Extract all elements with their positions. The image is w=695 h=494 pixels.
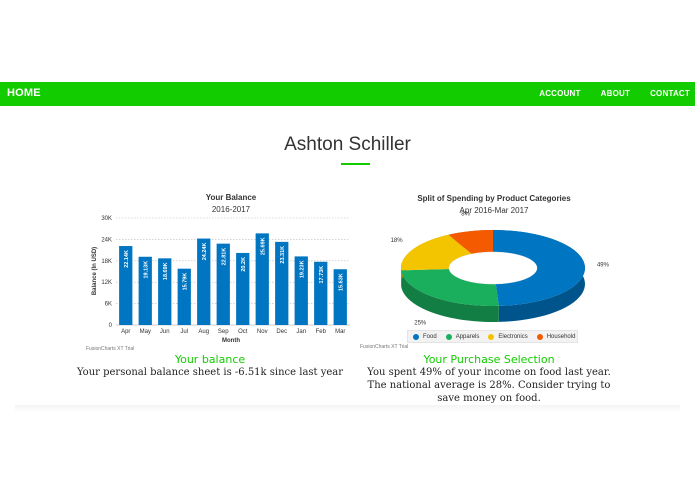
bar[interactable] (236, 252, 250, 325)
balance-chart-credit: FusionCharts XT Trial (86, 346, 134, 352)
legend-item-electronics[interactable]: Electronics (488, 333, 528, 340)
bar-value-label: 17.73K (319, 266, 325, 284)
legend-swatch-food (413, 333, 419, 340)
bar[interactable] (158, 258, 172, 325)
nav-contact-link[interactable]: CONTACT (650, 89, 690, 98)
bar[interactable] (119, 246, 133, 325)
slice-percent-label: 18% (391, 238, 404, 244)
x-tick-label: Mar (335, 329, 345, 335)
bar[interactable] (333, 269, 347, 325)
bar[interactable] (216, 243, 230, 325)
slice-food[interactable] (493, 230, 585, 306)
content-bottom-shadow (15, 405, 680, 413)
legend-swatch-electronics (488, 333, 495, 340)
bar[interactable] (138, 256, 152, 325)
x-tick-label: Jun (160, 329, 170, 335)
slice-household[interactable] (448, 230, 493, 254)
legend-item-household[interactable]: Household (536, 333, 576, 340)
bar-value-label: 23.31K (280, 246, 286, 264)
title-underline (341, 163, 370, 165)
x-tick-label: Aug (198, 329, 209, 335)
nav-account-link[interactable]: ACCOUNT (539, 89, 581, 98)
bar[interactable] (255, 233, 269, 325)
spending-chart-credit: FusionCharts XT Trial (360, 344, 408, 350)
bar-value-label: 15.63K (338, 273, 344, 291)
donut-hole (448, 251, 538, 285)
bar-value-label: 19.23K (299, 260, 305, 278)
bar-value-label: 20.2K (241, 257, 247, 272)
x-tick-label: Sep (218, 329, 229, 335)
bar[interactable] (294, 256, 308, 325)
slice-percent-label: 25% (414, 321, 427, 327)
spending-legend: Food Apparels Electronics Household (407, 330, 578, 343)
x-tick-label: Nov (257, 329, 268, 335)
legend-label-electronics: Electronics (498, 333, 528, 340)
legend-label-apparels: Apparels (455, 333, 480, 340)
x-tick-label: Feb (316, 329, 327, 335)
spending-chart-subtitle: Apr 2016-Mar 2017 (460, 206, 529, 215)
x-tick-label: Oct (238, 329, 248, 335)
balance-chart-subtitle: 2016-2017 (212, 205, 251, 214)
legend-label-household: Household (546, 333, 576, 340)
y-tick-label: 0 (109, 323, 113, 329)
bar-value-label: 22.81K (221, 248, 227, 266)
balance-chart-ylabel: Balance (In USD) (92, 247, 98, 295)
bar-value-label: 25.69K (260, 237, 266, 255)
bar[interactable] (314, 261, 328, 325)
spending-chart: Split of Spending by Product Categories … (360, 194, 610, 350)
bar-value-label: 19.13K (143, 261, 149, 279)
legend-item-apparels[interactable]: Apparels (445, 333, 480, 340)
slice-percent-label: 8% (461, 212, 470, 218)
bar-value-label: 18.69K (163, 262, 169, 280)
slice-percent-label: 49% (597, 262, 610, 268)
balance-caption: Your balance (174, 353, 246, 366)
balance-chart: Your Balance 2016-2017 0 6K 12K 18K 24K 30K 2… (86, 193, 350, 352)
spending-chart-title: Split of Spending by Product Categories (417, 194, 571, 203)
y-tick-label: 12K (101, 280, 112, 286)
slice-apparels[interactable] (401, 269, 499, 306)
bar[interactable] (177, 268, 191, 325)
balance-chart-xlabel: Month (222, 338, 240, 344)
x-tick-label: Jul (180, 329, 188, 335)
x-tick-label: Apr (121, 329, 130, 335)
y-tick-label: 18K (101, 259, 112, 265)
slice-electronics[interactable] (401, 234, 472, 271)
nav-about-link[interactable]: ABOUT (600, 89, 631, 98)
bar[interactable] (275, 241, 289, 325)
legend-swatch-household (536, 333, 543, 340)
purchase-caption: Your Purchase Selection (423, 353, 555, 366)
x-tick-label: May (140, 329, 151, 335)
balance-chart-title: Your Balance (206, 193, 257, 202)
y-tick-label: 24K (101, 237, 112, 243)
bar-value-label: 15.79K (182, 273, 188, 291)
bar-value-label: 24.24K (202, 243, 208, 261)
x-tick-label: Dec (276, 329, 287, 335)
bar[interactable] (197, 238, 211, 325)
legend-label-food: Food (423, 333, 437, 340)
balance-description: Your personal balance sheet is -6.51k si… (76, 367, 344, 378)
profile-name: Ashton Schiller (284, 134, 411, 155)
legend-item-food[interactable]: Food (413, 333, 437, 340)
y-tick-label: 30K (101, 216, 112, 222)
nav-home-link[interactable]: HOME (7, 87, 41, 99)
y-tick-label: 6K (105, 302, 112, 308)
legend-swatch-apparels (445, 333, 452, 340)
bar-value-label: 22.14K (124, 250, 130, 268)
top-navbar: HOME ACCOUNT ABOUT CONTACT (0, 82, 695, 106)
nav-links: ACCOUNT ABOUT CONTACT (519, 89, 690, 98)
slice-side (401, 270, 499, 322)
x-tick-label: Jan (296, 329, 306, 335)
purchase-description: You spent 49% of your income on food las… (367, 367, 611, 404)
